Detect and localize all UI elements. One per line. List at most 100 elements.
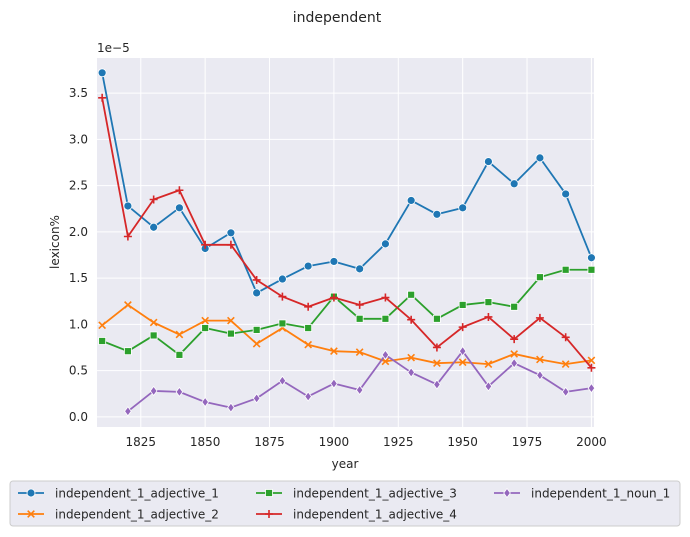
data-point: [458, 358, 467, 367]
data-point: [201, 396, 209, 408]
data-point: [201, 324, 210, 332]
data-point: [98, 321, 107, 330]
data-point: [458, 203, 468, 213]
x-tick-label: 1900: [319, 435, 350, 449]
y-tick-label: 1.5: [69, 271, 88, 285]
data-point: [227, 402, 235, 413]
data-point: [252, 275, 261, 284]
data-point: [535, 313, 544, 322]
y-axis-ticks: 0.0 0.5 1.0 1.5 2.0 2.5 3.0 3.5: [69, 86, 88, 424]
data-point: [175, 330, 184, 339]
y-tick-label: 2.0: [69, 225, 88, 239]
x-tick-label: 1825: [126, 435, 157, 449]
data-point: [26, 488, 36, 498]
data-point: [124, 406, 132, 417]
legend-label: independent_1_adjective_1: [55, 487, 219, 501]
data-point: [587, 253, 596, 263]
data-point: [561, 189, 571, 199]
data-point: [587, 265, 596, 274]
y-tick-label: 1.0: [69, 317, 88, 331]
x-tick-label: 1875: [254, 435, 285, 449]
data-point: [536, 370, 544, 381]
data-point: [149, 195, 158, 204]
series-line: [101, 72, 593, 294]
data-point: [124, 347, 132, 356]
data-point: [278, 319, 287, 328]
data-point: [484, 381, 493, 392]
chart-title: independent: [293, 10, 382, 26]
data-point: [381, 293, 390, 302]
data-point: [561, 265, 570, 274]
data-point: [458, 301, 467, 309]
data-point: [149, 318, 158, 327]
data-point: [124, 301, 132, 309]
data-point: [355, 348, 364, 356]
data-point: [381, 239, 390, 249]
y-tick-label: 0.5: [69, 364, 88, 378]
data-point: [227, 329, 235, 338]
data-point: [510, 358, 518, 369]
data-point: [304, 340, 313, 349]
data-point: [561, 333, 570, 342]
series-independent_1_adjective_3: [98, 265, 596, 359]
legend-label: independent_1_adjective_2: [55, 508, 219, 522]
data-point: [175, 350, 184, 359]
data-point: [226, 240, 235, 249]
x-tick-label: 2000: [576, 435, 607, 449]
data-point: [484, 312, 493, 321]
data-point: [536, 355, 544, 364]
data-point: [355, 314, 364, 323]
data-point: [304, 391, 312, 402]
data-point: [509, 179, 519, 189]
data-point: [561, 360, 570, 368]
data-point: [175, 203, 184, 213]
data-point: [278, 375, 287, 386]
series-independent_1_noun_1: [124, 345, 596, 417]
data-point: [407, 353, 416, 362]
legend-item: independent_1_adjective_2: [18, 508, 219, 522]
series-line: [101, 268, 592, 356]
data-point: [304, 302, 313, 311]
series-line: [101, 304, 592, 366]
y-tick-label: 0.0: [69, 410, 88, 424]
x-tick-label: 1950: [447, 435, 478, 449]
data-point: [381, 349, 390, 361]
data-point: [432, 209, 442, 219]
data-point: [149, 331, 158, 340]
plot-area: [97, 58, 594, 427]
data-point: [265, 510, 273, 518]
data-point: [252, 339, 261, 348]
data-point: [175, 186, 184, 195]
legend-label: independent_1_adjective_3: [293, 487, 457, 501]
data-point: [407, 315, 416, 324]
data-point: [458, 323, 467, 332]
data-point: [149, 385, 158, 397]
data-point: [98, 337, 107, 345]
data-point: [484, 157, 493, 166]
legend-item: independent_1_adjective_4: [256, 508, 457, 522]
series-independent_1_adjective_4: [98, 93, 596, 372]
x-tick-label: 1850: [190, 435, 221, 449]
series-independent_1_adjective_2: [98, 301, 596, 368]
legend-item: independent_1_noun_1: [494, 487, 670, 501]
data-point: [510, 350, 519, 358]
data-point: [381, 314, 390, 323]
data-point: [407, 367, 415, 378]
data-point: [252, 288, 262, 298]
data-point: [503, 487, 511, 499]
series-line: [101, 97, 593, 369]
x-axis-ticks: 1825 1850 1875 1900 1925 1950 1975 2000: [126, 435, 607, 449]
data-point: [252, 325, 261, 334]
data-point: [27, 510, 35, 518]
data-point: [510, 302, 519, 311]
data-point: [227, 316, 235, 325]
series-independent_1_adjective_1: [97, 68, 596, 298]
data-point: [329, 257, 339, 266]
data-point: [201, 316, 210, 325]
y-tick-label: 2.5: [69, 179, 88, 193]
data-point: [561, 386, 570, 398]
data-point: [304, 324, 313, 332]
data-point: [123, 232, 132, 241]
data-point: [587, 356, 596, 365]
